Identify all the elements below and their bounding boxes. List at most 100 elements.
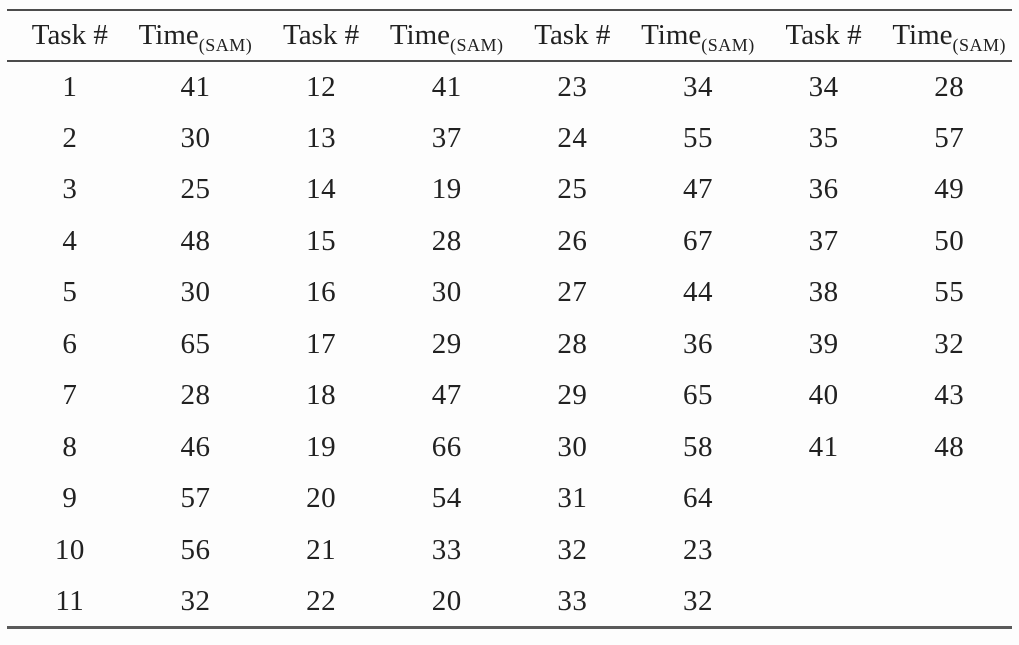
time-cell: 33 [431,533,462,566]
task-cell: 34 [808,70,839,103]
time-cell: 67 [682,224,713,257]
task-cell: 5 [62,276,78,309]
time-header: Time(SAM) [886,10,1012,61]
time-cell: 28 [431,224,462,257]
header-row: Task # Time(SAM) Task # Time(SAM) Task #… [7,10,1012,61]
time-cell [886,576,1012,628]
table-row: 4 48 15 28 26 67 37 50 [7,216,1012,268]
time-cell: 34 [682,70,713,103]
time-header-label: Time [892,19,953,51]
task-cell: 2 [62,121,78,154]
task-cell [761,525,887,577]
task-cell: 3 [62,173,78,206]
task-cell: 23 [557,70,588,103]
table-row: 9 57 20 54 31 64 [7,473,1012,525]
task-cell: 14 [306,173,337,206]
task-header-label: Task # [31,19,108,51]
time-cell: 28 [180,379,211,412]
table-row: 11 32 22 20 33 32 [7,576,1012,628]
time-cell: 48 [934,430,965,463]
time-cell: 48 [180,224,211,257]
task-cell: 37 [808,224,839,257]
time-header-label: Time [641,19,702,51]
task-cell: 18 [306,379,337,412]
time-cell: 47 [682,173,713,206]
time-cell: 30 [180,276,211,309]
time-cell [886,473,1012,525]
time-header-label: Time [138,19,199,51]
task-cell: 7 [62,379,78,412]
time-cell: 41 [180,70,211,103]
task-cell: 17 [306,327,337,360]
time-cell: 65 [682,379,713,412]
time-cell: 32 [682,584,713,617]
time-cell: 30 [431,276,462,309]
table-row: 2 30 13 37 24 55 35 57 [7,113,1012,165]
time-header-subscript: (SAM) [198,34,253,55]
table-header: Task # Time(SAM) Task # Time(SAM) Task #… [7,10,1012,61]
table-row: 8 46 19 66 30 58 41 48 [7,422,1012,474]
time-cell: 57 [934,121,965,154]
task-cell: 38 [808,276,839,309]
task-cell: 12 [306,70,337,103]
time-cell: 30 [180,121,211,154]
task-cell: 16 [306,276,337,309]
task-cell: 20 [306,482,337,515]
table-body: 1 41 12 41 23 34 34 28 2 30 13 37 24 55 … [7,61,1012,628]
task-cell: 24 [557,121,588,154]
task-cell: 8 [62,430,78,463]
task-cell: 6 [62,327,78,360]
time-cell: 20 [431,584,462,617]
time-cell: 56 [180,533,211,566]
time-cell: 55 [682,121,713,154]
time-cell: 19 [431,173,462,206]
task-time-table: Task # Time(SAM) Task # Time(SAM) Task #… [7,9,1012,629]
task-cell: 29 [557,379,588,412]
task-cell: 35 [808,121,839,154]
task-header-label: Task # [283,19,360,51]
time-cell: 32 [180,584,211,617]
time-cell: 49 [934,173,965,206]
time-cell: 23 [682,533,713,566]
task-header: Task # [7,10,133,61]
task-cell: 15 [306,224,337,257]
task-cell: 32 [557,533,588,566]
task-header: Task # [761,10,887,61]
time-cell: 47 [431,379,462,412]
task-cell: 30 [557,430,588,463]
task-cell: 41 [808,430,839,463]
time-cell [886,525,1012,577]
task-cell: 11 [55,584,85,617]
task-cell: 36 [808,173,839,206]
time-cell: 54 [431,482,462,515]
time-cell: 32 [934,327,965,360]
task-cell: 25 [557,173,588,206]
task-cell: 9 [62,482,78,515]
task-header-label: Task # [534,19,611,51]
task-cell: 21 [306,533,337,566]
table-row: 5 30 16 30 27 44 38 55 [7,267,1012,319]
table-row: 1 41 12 41 23 34 34 28 [7,61,1012,113]
task-cell: 1 [62,70,78,103]
table-row: 3 25 14 19 25 47 36 49 [7,164,1012,216]
time-cell: 37 [431,121,462,154]
task-cell: 40 [808,379,839,412]
time-cell: 25 [180,173,211,206]
time-header: Time(SAM) [133,10,259,61]
task-cell: 19 [306,430,337,463]
time-cell: 36 [682,327,713,360]
time-cell: 64 [682,482,713,515]
time-cell: 50 [934,224,965,257]
task-cell: 28 [557,327,588,360]
time-header-subscript: (SAM) [701,34,755,55]
task-cell [761,473,887,525]
time-cell: 43 [934,379,965,412]
time-header-subscript: (SAM) [450,34,504,55]
time-cell: 29 [431,327,462,360]
task-cell: 31 [557,482,588,515]
task-cell: 27 [557,276,588,309]
table-row: 10 56 21 33 32 23 [7,525,1012,577]
task-cell: 4 [62,224,78,257]
time-cell: 41 [431,70,462,103]
